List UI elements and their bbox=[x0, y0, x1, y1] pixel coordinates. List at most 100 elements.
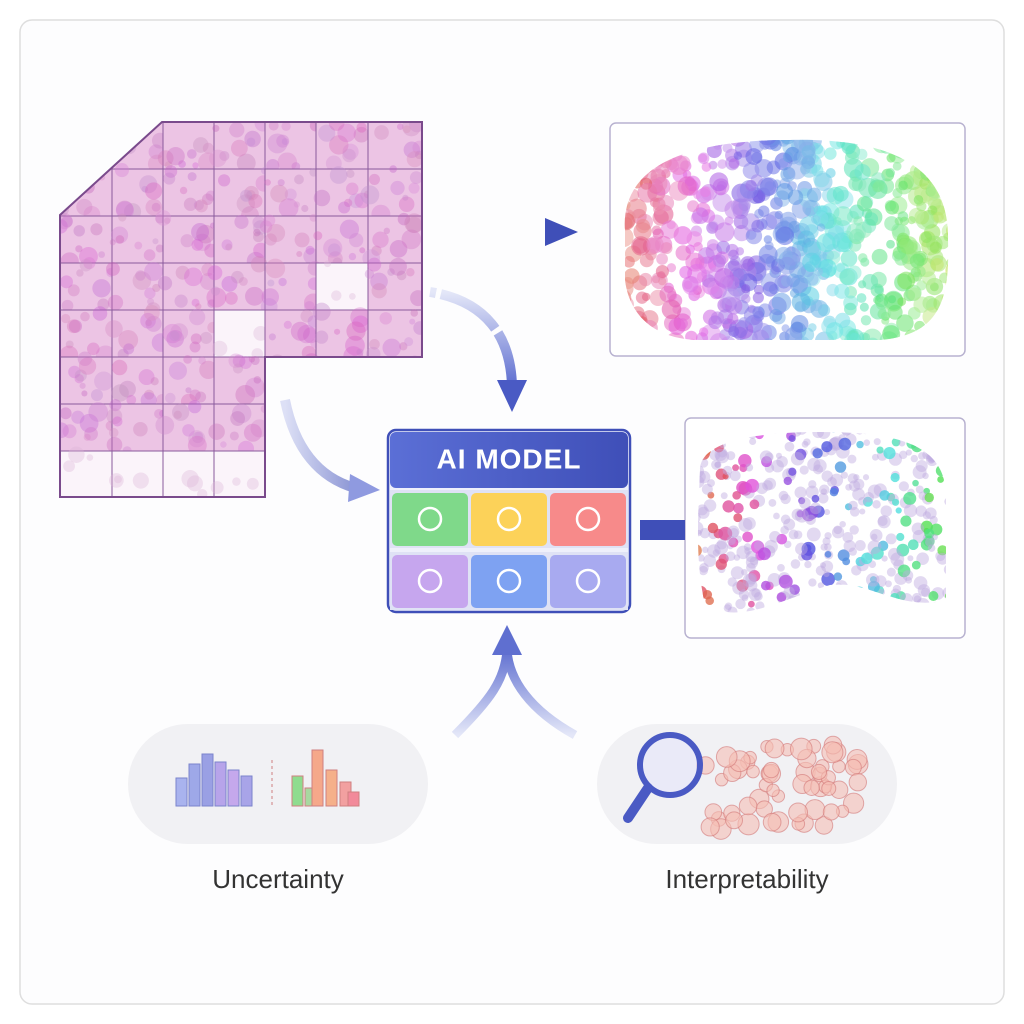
cell bbox=[726, 535, 736, 546]
cell bbox=[148, 144, 164, 160]
cell bbox=[356, 122, 367, 133]
cell bbox=[886, 239, 895, 249]
cell bbox=[763, 761, 780, 779]
cell bbox=[673, 313, 692, 332]
cell bbox=[178, 160, 186, 168]
cell bbox=[860, 315, 872, 326]
cell bbox=[854, 540, 866, 551]
cell bbox=[886, 567, 896, 577]
cell bbox=[370, 272, 388, 291]
cell bbox=[221, 275, 238, 292]
cell bbox=[767, 573, 782, 587]
cell bbox=[898, 450, 908, 460]
cell bbox=[805, 505, 819, 520]
cell bbox=[878, 306, 892, 320]
cell bbox=[700, 186, 711, 198]
cell bbox=[814, 267, 823, 277]
cell bbox=[745, 572, 757, 585]
cell bbox=[220, 441, 227, 448]
cell bbox=[638, 272, 653, 287]
tile bbox=[367, 168, 422, 217]
cell bbox=[677, 176, 697, 196]
cell bbox=[824, 532, 832, 540]
cell bbox=[844, 503, 853, 511]
cell bbox=[205, 190, 217, 201]
cell bbox=[733, 502, 744, 514]
cell bbox=[276, 134, 290, 148]
cell bbox=[745, 179, 757, 192]
cell bbox=[118, 213, 127, 222]
tile bbox=[264, 215, 317, 264]
tile bbox=[162, 356, 215, 405]
cell bbox=[793, 530, 803, 540]
cell bbox=[191, 298, 200, 307]
cell bbox=[920, 538, 933, 551]
cell bbox=[916, 201, 927, 212]
tile bbox=[111, 309, 164, 358]
cell bbox=[97, 298, 110, 311]
arrow-head bbox=[492, 625, 522, 655]
cell bbox=[848, 547, 857, 556]
module bbox=[392, 493, 468, 546]
cell bbox=[902, 570, 914, 581]
cell bbox=[172, 403, 190, 421]
cell bbox=[847, 265, 862, 280]
cell bbox=[766, 783, 780, 797]
cell bbox=[187, 435, 207, 455]
cell bbox=[697, 504, 708, 516]
cell bbox=[741, 284, 751, 294]
cell bbox=[144, 389, 155, 400]
cell bbox=[732, 491, 741, 500]
cell bbox=[853, 474, 860, 481]
cell bbox=[816, 223, 826, 232]
cell bbox=[915, 459, 928, 472]
cell bbox=[714, 448, 727, 461]
cell bbox=[936, 552, 947, 565]
cell bbox=[245, 286, 264, 306]
cell bbox=[109, 239, 116, 246]
cell bbox=[116, 200, 134, 218]
cell bbox=[699, 527, 711, 539]
cell bbox=[881, 555, 888, 562]
cell bbox=[815, 565, 827, 576]
cell bbox=[803, 779, 820, 796]
cell bbox=[79, 413, 99, 433]
cell bbox=[937, 476, 945, 483]
cell bbox=[195, 391, 207, 403]
cell bbox=[109, 399, 122, 412]
cell bbox=[364, 269, 375, 279]
cell bbox=[873, 180, 885, 192]
cell bbox=[911, 560, 921, 570]
cell bbox=[912, 529, 926, 544]
cell bbox=[290, 321, 310, 341]
tile bbox=[367, 122, 422, 170]
cell bbox=[157, 150, 174, 167]
cell bbox=[401, 229, 422, 250]
cell bbox=[758, 547, 771, 561]
cell bbox=[210, 286, 221, 296]
cell bbox=[408, 182, 420, 194]
cell bbox=[284, 188, 297, 201]
cell bbox=[181, 470, 199, 488]
cell bbox=[762, 812, 782, 832]
cell bbox=[797, 230, 815, 248]
cell bbox=[736, 545, 750, 560]
cell bbox=[751, 588, 761, 598]
cell bbox=[806, 187, 822, 203]
cell bbox=[698, 327, 709, 337]
cell bbox=[727, 313, 739, 325]
cell bbox=[913, 296, 930, 313]
cell bbox=[841, 139, 856, 155]
cell bbox=[92, 306, 108, 321]
icon-bar bbox=[175, 777, 188, 807]
cell bbox=[749, 499, 760, 510]
cell bbox=[135, 270, 146, 281]
cell bbox=[133, 421, 148, 437]
cell bbox=[858, 496, 867, 506]
cell bbox=[281, 138, 289, 146]
cell bbox=[372, 231, 389, 248]
cell bbox=[715, 449, 730, 464]
cell bbox=[155, 214, 165, 224]
cell bbox=[229, 431, 239, 441]
cell bbox=[349, 232, 364, 248]
